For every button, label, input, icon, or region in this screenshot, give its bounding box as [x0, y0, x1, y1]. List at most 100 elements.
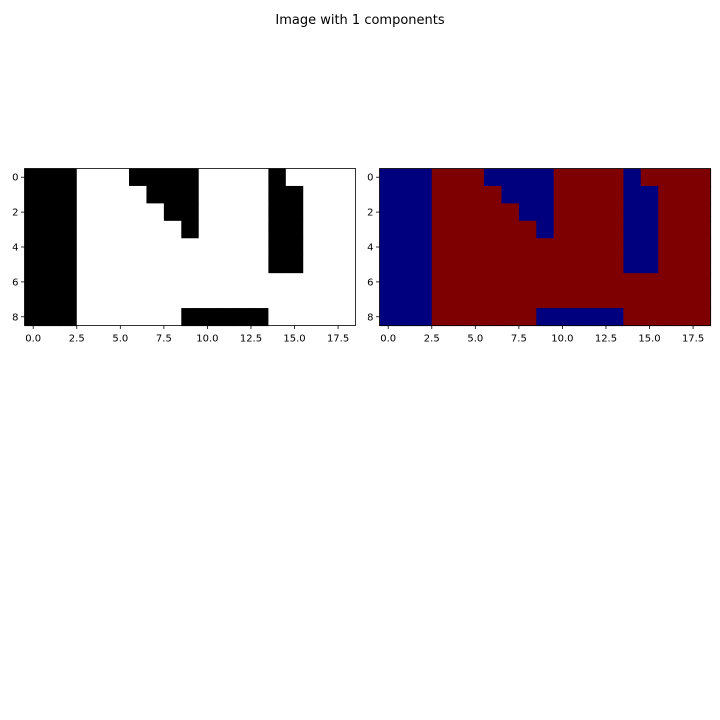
heatmap-cell	[94, 238, 113, 257]
heatmap-cell	[24, 220, 43, 239]
heatmap-cell	[111, 273, 130, 292]
heatmap-cell	[396, 203, 415, 222]
heatmap-cell	[216, 168, 235, 187]
heatmap-cell	[449, 168, 468, 187]
heatmap-cell	[588, 255, 607, 274]
heatmap-cell	[216, 255, 235, 274]
y-tick-label: 0	[12, 173, 18, 184]
heatmap-cell	[285, 255, 304, 274]
heatmap-cell	[571, 273, 590, 292]
heatmap-cell	[303, 203, 322, 222]
heatmap-cell	[59, 168, 78, 187]
heatmap-cell	[181, 290, 200, 309]
heatmap-cell	[588, 290, 607, 309]
heatmap-cell	[198, 308, 217, 327]
heatmap-cell	[320, 308, 339, 327]
heatmap-cell	[605, 220, 624, 239]
heatmap-cell	[431, 290, 450, 309]
heatmap-cell	[94, 308, 113, 327]
heatmap-cell	[414, 168, 433, 187]
heatmap-cell	[518, 308, 537, 327]
heatmap-cell	[268, 168, 287, 187]
heatmap-cell	[303, 290, 322, 309]
heatmap-cell	[198, 238, 217, 257]
heatmap-cell	[623, 168, 642, 187]
heatmap-cell	[181, 308, 200, 327]
heatmap-cell	[431, 238, 450, 257]
heatmap-cell	[553, 273, 572, 292]
heatmap-cell	[658, 290, 677, 309]
heatmap-cell	[129, 308, 148, 327]
heatmap-cell	[414, 290, 433, 309]
heatmap-cell	[431, 220, 450, 239]
heatmap-cell	[414, 255, 433, 274]
heatmap-cell	[285, 220, 304, 239]
heatmap-cell	[41, 255, 60, 274]
x-tick-label: 12.5	[240, 334, 262, 345]
heatmap-cell	[536, 185, 555, 204]
heatmap-cell	[536, 255, 555, 274]
heatmap-cell	[640, 308, 659, 327]
heatmap-cell	[379, 203, 398, 222]
heatmap-cell	[675, 220, 694, 239]
heatmap-cell	[396, 273, 415, 292]
heatmap-cell	[466, 220, 485, 239]
heatmap-cell	[379, 168, 398, 187]
heatmap-cell	[76, 255, 95, 274]
figure-title: Image with 1 components	[275, 13, 445, 28]
heatmap-cell	[484, 168, 503, 187]
y-tick-label: 6	[367, 277, 373, 288]
heatmap-cell	[320, 290, 339, 309]
heatmap-cell	[76, 273, 95, 292]
heatmap-cell	[658, 273, 677, 292]
heatmap-cell	[623, 290, 642, 309]
heatmap-cell	[536, 273, 555, 292]
heatmap-cell	[163, 168, 182, 187]
heatmap-cell	[501, 168, 520, 187]
heatmap-cell	[588, 238, 607, 257]
heatmap-cell	[338, 168, 357, 187]
heatmap-cell	[163, 238, 182, 257]
heatmap-cell	[233, 308, 252, 327]
y-tick-label: 8	[12, 312, 18, 323]
heatmap-cell	[623, 273, 642, 292]
heatmap-cell	[111, 290, 130, 309]
heatmap-cell	[163, 220, 182, 239]
heatmap-cell	[396, 308, 415, 327]
heatmap-cell	[320, 203, 339, 222]
heatmap-cell	[640, 273, 659, 292]
heatmap-cell	[571, 220, 590, 239]
heatmap-cell	[268, 203, 287, 222]
heatmap-cell	[379, 220, 398, 239]
heatmap-cell	[518, 290, 537, 309]
heatmap-cell	[233, 185, 252, 204]
heatmap-cell	[605, 273, 624, 292]
heatmap-cell	[59, 273, 78, 292]
heatmap-cell	[233, 290, 252, 309]
heatmap-cell	[338, 220, 357, 239]
heatmap-cell	[198, 290, 217, 309]
heatmap-cell	[338, 273, 357, 292]
heatmap-cell	[76, 290, 95, 309]
heatmap-cell	[24, 255, 43, 274]
heatmap-cell	[320, 168, 339, 187]
heatmap-cell	[181, 185, 200, 204]
heatmap-cell	[675, 185, 694, 204]
heatmap-cell	[693, 185, 712, 204]
heatmap-cell	[41, 273, 60, 292]
heatmap-cell	[379, 308, 398, 327]
heatmap-cell	[285, 308, 304, 327]
heatmap-cell	[588, 168, 607, 187]
heatmap-cell	[640, 290, 659, 309]
heatmap-cell	[414, 273, 433, 292]
heatmap-cell	[24, 238, 43, 257]
x-tick-label: 5.0	[467, 334, 483, 345]
heatmap-cell	[414, 238, 433, 257]
x-tick-label: 15.0	[283, 334, 305, 345]
heatmap-cell	[466, 273, 485, 292]
heatmap-cell	[605, 168, 624, 187]
heatmap-cell	[250, 273, 269, 292]
x-tick-label: 0.0	[380, 334, 396, 345]
x-tick-label: 2.5	[424, 334, 440, 345]
heatmap-cell	[146, 238, 165, 257]
